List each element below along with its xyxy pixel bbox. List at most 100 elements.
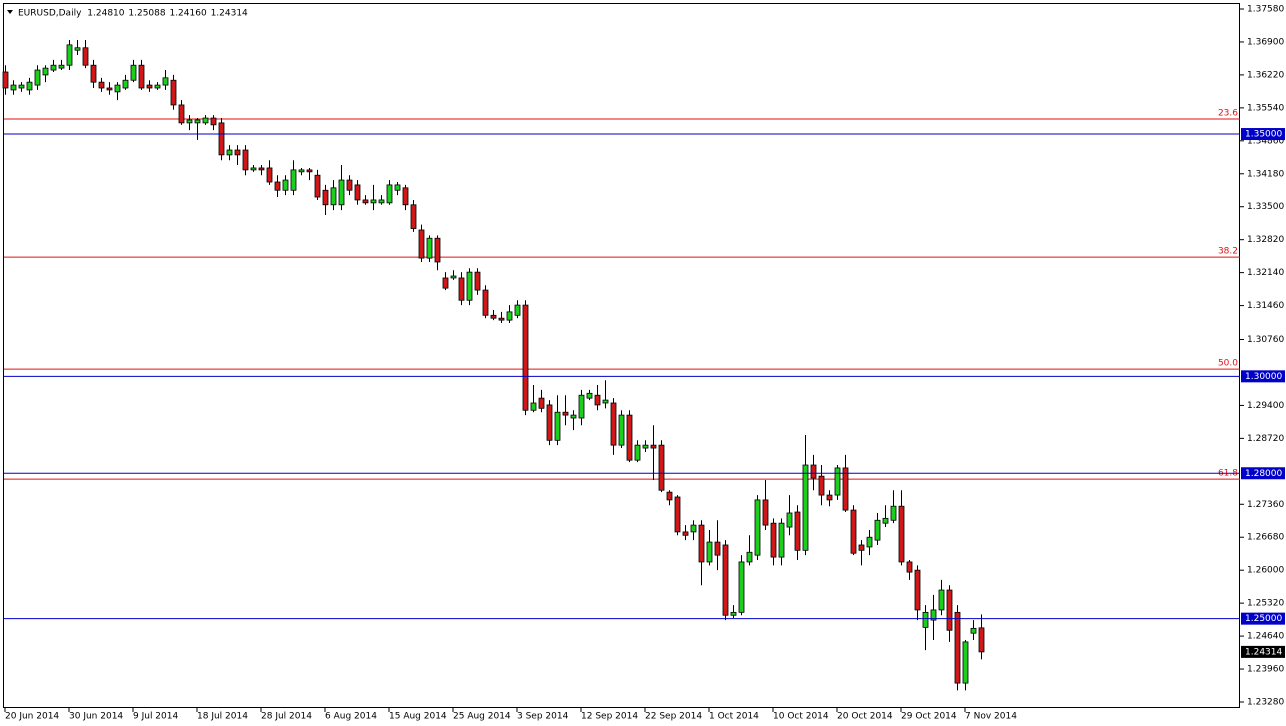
candle-body (922, 611, 929, 628)
candle-body (962, 641, 969, 684)
candle-body (90, 64, 97, 83)
candle-body (634, 444, 641, 461)
candle-body (490, 314, 497, 319)
header-high: 1.25088 (128, 8, 165, 18)
candle-body (794, 511, 801, 551)
level-label: 1.30000 (1245, 372, 1282, 382)
candle-body (378, 199, 385, 204)
candle-body (954, 611, 961, 684)
level-label: 1.28000 (1245, 469, 1282, 479)
candle-body (130, 64, 137, 81)
x-tick-label: 28 Jul 2014 (261, 712, 312, 722)
candle-body (298, 169, 305, 173)
candle-body (474, 271, 481, 291)
candle-body (330, 187, 337, 206)
candle-body (266, 167, 273, 183)
candle-body (754, 499, 761, 556)
chart-header: EURUSD,Daily 1.24810 1.25088 1.24160 1.2… (18, 8, 248, 18)
current-price-box (1241, 645, 1285, 658)
candle-body (522, 304, 529, 411)
candle-body (458, 277, 465, 301)
fib-label: 50.0 (1218, 359, 1238, 369)
y-tick-label: 1.34860 (1247, 136, 1284, 146)
x-tick-label: 20 Jun 2014 (5, 712, 59, 722)
candle-body (930, 609, 937, 621)
candle-body (482, 289, 489, 316)
candle-body (210, 117, 217, 126)
y-tick-label: 1.37580 (1247, 5, 1284, 15)
candle-body (970, 627, 977, 634)
candle-body (858, 544, 865, 551)
y-tick-label: 1.31460 (1247, 301, 1284, 311)
candle-body (770, 522, 777, 558)
fib-label: 23.6 (1218, 109, 1238, 119)
y-tick-label: 1.23280 (1247, 698, 1284, 708)
y-tick-label: 1.36220 (1247, 70, 1284, 80)
y-tick-label: 1.35540 (1247, 103, 1284, 113)
candle-body (946, 589, 953, 631)
candle-body (418, 229, 425, 259)
y-tick-label: 1.32140 (1247, 268, 1284, 278)
candle-body (570, 414, 577, 419)
candle-body (914, 569, 921, 611)
candle-body (74, 47, 81, 51)
candle-body (274, 181, 281, 191)
candle-body (42, 67, 49, 76)
x-tick-label: 3 Sep 2014 (517, 712, 569, 722)
candle-body (746, 551, 753, 563)
candle-body (618, 414, 625, 446)
candle-body (530, 402, 537, 411)
candle-body (674, 496, 681, 533)
candle-body (546, 404, 553, 441)
candle-body (810, 464, 817, 479)
candle-body (34, 69, 41, 86)
plot-frame (3, 3, 1240, 708)
x-tick-label: 12 Sep 2014 (581, 712, 638, 722)
candle-body (666, 491, 673, 501)
x-tick-label: 9 Jul 2014 (133, 712, 178, 722)
x-tick-label: 30 Jun 2014 (69, 712, 123, 722)
candle-body (258, 167, 265, 171)
candle-body (370, 199, 377, 204)
candle-body (514, 304, 521, 316)
header-close: 1.24314 (211, 8, 248, 18)
candle-body (306, 169, 313, 173)
x-tick-label: 10 Oct 2014 (773, 712, 829, 722)
symbol-menu-arrow (7, 10, 13, 14)
candle-body (730, 611, 737, 616)
candle-body (586, 392, 593, 399)
header-open: 1.24810 (87, 8, 124, 18)
candle-body (850, 509, 857, 554)
level-label: 1.35000 (1245, 130, 1282, 140)
candle-body (834, 467, 841, 496)
candle-body (578, 394, 585, 419)
x-tick-label: 15 Aug 2014 (389, 712, 447, 722)
candle-body (10, 84, 17, 91)
x-tick-label: 20 Oct 2014 (837, 712, 893, 722)
candle-body (826, 494, 833, 501)
y-tick-label: 1.32820 (1247, 235, 1284, 245)
candle-body (194, 119, 201, 124)
candle-body (26, 81, 33, 91)
candle-body (138, 64, 145, 89)
fib-label: 38.2 (1218, 247, 1238, 257)
y-tick-label: 1.26000 (1247, 566, 1284, 576)
candle-body (562, 411, 569, 416)
plot-layer: 1.37580 1.36900 1.36220 1.35540 1.34860 1.341… (2, 5, 1285, 722)
candle-body (778, 522, 785, 558)
candle-body (170, 79, 177, 106)
candle-body (874, 519, 881, 541)
x-tick-label: 1 Oct 2014 (709, 712, 759, 722)
candle-body (394, 184, 401, 191)
candle-body (314, 174, 321, 198)
candle-body (498, 317, 505, 321)
candle-body (714, 541, 721, 556)
candle-body (818, 475, 825, 496)
candle-body (114, 84, 121, 93)
candle-body (890, 505, 897, 521)
candle-body (98, 81, 105, 89)
candle-body (786, 512, 793, 528)
candle-body (658, 444, 665, 491)
